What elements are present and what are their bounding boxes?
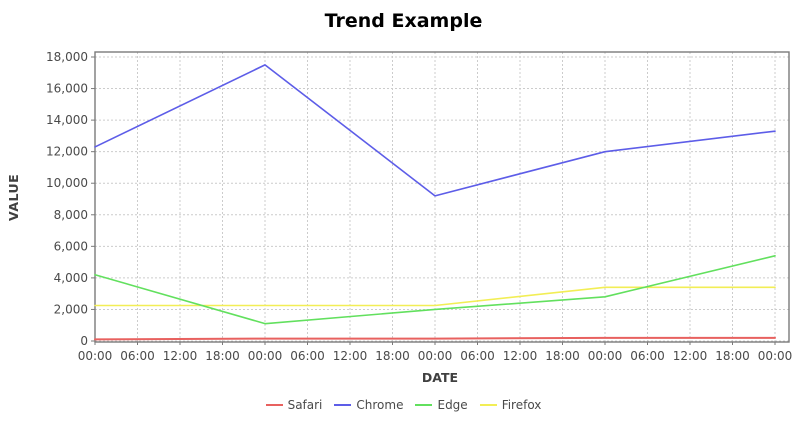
x-axis-title: DATE	[421, 370, 459, 385]
x-tick-label: 00:00	[78, 349, 113, 363]
y-tick-label: 4,000	[54, 271, 88, 285]
y-tick-label: 0	[80, 334, 88, 348]
y-tick-label: 6,000	[54, 239, 88, 253]
x-tick-label: 18:00	[715, 349, 750, 363]
y-tick-label: 10,000	[46, 176, 88, 190]
legend-item-firefox: Firefox	[479, 398, 542, 412]
x-tick-label: 12:00	[673, 349, 708, 363]
x-tick-label: 12:00	[333, 349, 368, 363]
x-tick-label: 00:00	[588, 349, 623, 363]
y-tick-label: 18,000	[46, 50, 88, 64]
series-line-chrome	[94, 64, 776, 197]
y-axis-title: VALUE	[6, 173, 21, 221]
legend-label: Edge	[437, 398, 468, 412]
legend-swatch-safari	[265, 404, 283, 406]
y-tick-label: 12,000	[46, 145, 88, 159]
plot-border	[94, 51, 790, 343]
legend-swatch-firefox	[479, 404, 497, 406]
x-tick-label: 12:00	[503, 349, 538, 363]
series-line-edge	[94, 255, 776, 325]
x-tick-label: 18:00	[205, 349, 240, 363]
legend-label: Safari	[287, 398, 323, 412]
x-tick-label: 06:00	[120, 349, 155, 363]
x-tick-label: 00:00	[248, 349, 283, 363]
legend-item-edge: Edge	[415, 398, 468, 412]
x-tick-label: 12:00	[163, 349, 198, 363]
legend-item-chrome: Chrome	[334, 398, 403, 412]
series-line-safari	[94, 336, 776, 341]
legend: Safari Chrome Edge Firefox	[0, 398, 807, 412]
y-tick-label: 16,000	[46, 82, 88, 96]
legend-swatch-chrome	[334, 404, 352, 406]
x-tick-label: 18:00	[375, 349, 410, 363]
legend-item-safari: Safari	[265, 398, 323, 412]
x-tick-label: 00:00	[418, 349, 453, 363]
legend-swatch-edge	[415, 404, 433, 406]
y-tick-label: 8,000	[54, 208, 88, 222]
chart-title: Trend Example	[324, 10, 483, 32]
series-line-firefox	[94, 286, 776, 307]
x-tick-label: 06:00	[290, 349, 325, 363]
legend-label: Firefox	[501, 398, 542, 412]
y-tick-label: 2,000	[54, 302, 88, 316]
x-tick-label: 00:00	[758, 349, 793, 363]
legend-label: Chrome	[356, 398, 404, 412]
x-tick-label: 06:00	[630, 349, 665, 363]
x-tick-label: 18:00	[545, 349, 580, 363]
y-tick-label: 14,000	[46, 113, 88, 127]
x-tick-label: 06:00	[460, 349, 495, 363]
